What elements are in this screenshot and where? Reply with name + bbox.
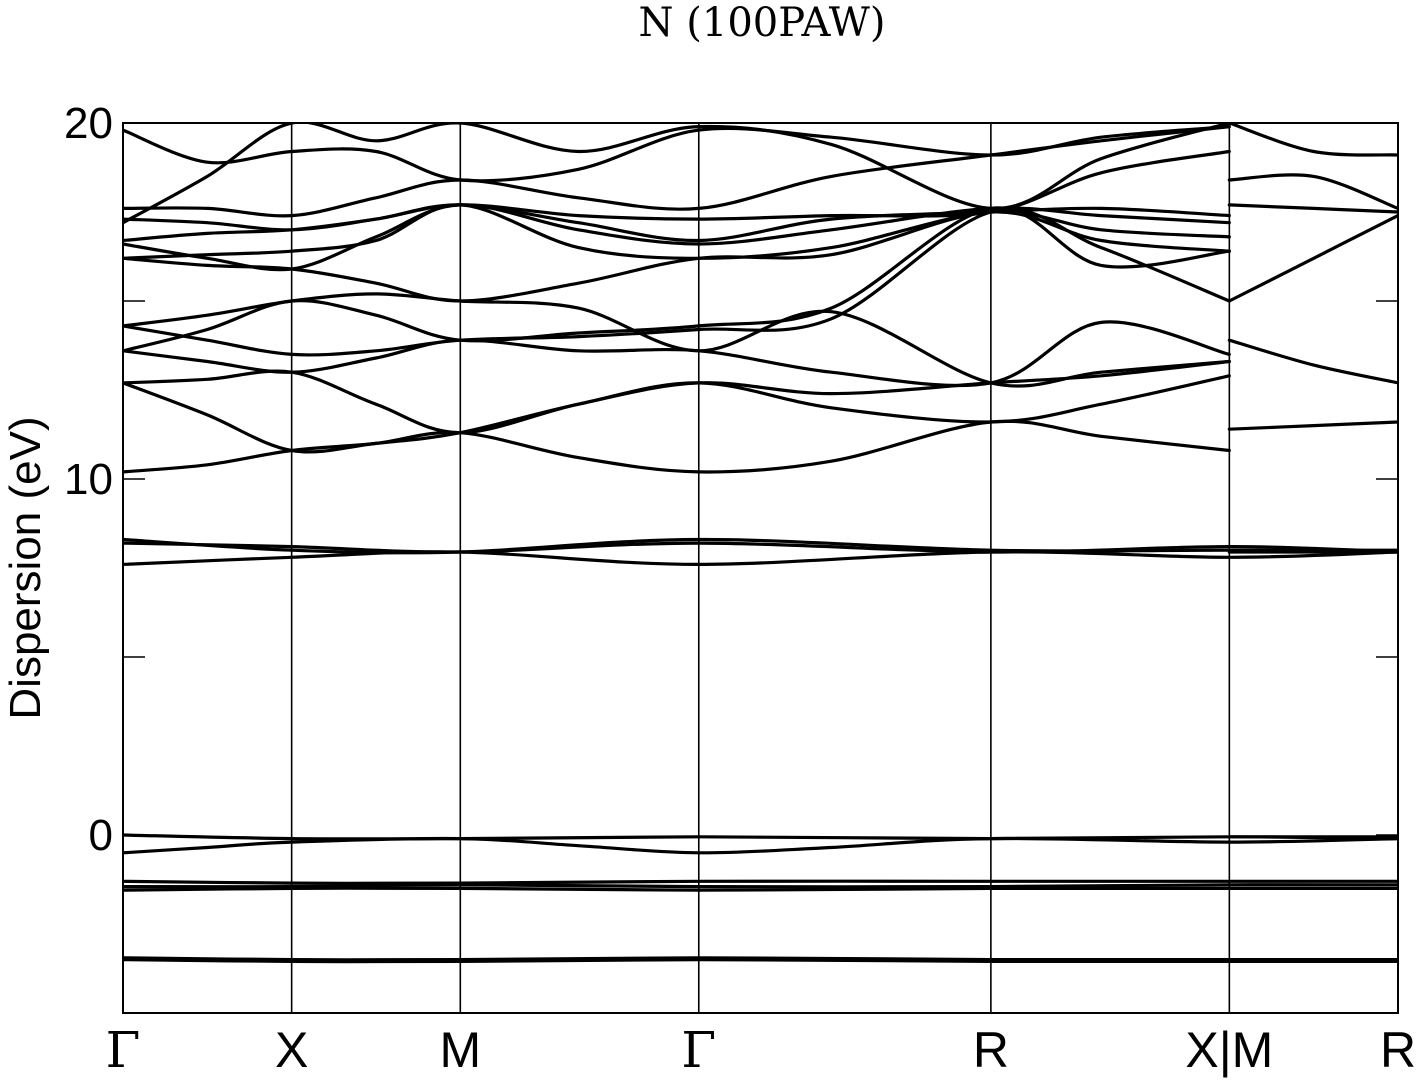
kpoint-label: R [1380,1022,1416,1078]
y-axis-ticks: 0 10 20 [64,99,1398,860]
band-line-2 [123,956,1398,962]
band-line-8 [123,550,1398,566]
band-line-28 [1227,420,1398,431]
band-line-14 [123,320,1231,388]
kpoint-label: R [973,1022,1009,1078]
band-lines [123,123,1398,964]
band-line-5 [123,886,1398,892]
band-line-25 [123,123,1231,225]
band-line-18 [123,210,1231,303]
y-tick-label: 20 [64,99,113,148]
band-line-33 [1227,123,1398,157]
band-line-30 [1227,214,1398,303]
band-line-4 [123,883,1398,889]
kpoint-divider-lines [290,123,1231,1013]
y-axis-title: Dispersion (eV) [1,416,50,719]
band-line-31 [1227,203,1398,214]
band-line-32 [1227,173,1398,210]
band-line-24 [123,125,1231,183]
y-tick-label: 10 [64,455,113,504]
band-line-11 [123,419,1231,474]
kpoint-label: M [439,1022,481,1078]
kpoint-label: Γ [681,1021,716,1079]
chart-title: N (100PAW) [639,0,886,46]
band-line-12 [123,374,1231,454]
kpoint-label: Γ [106,1021,141,1079]
band-line-1 [123,958,1398,964]
kpoint-labels: Γ X M Γ R X|M R [106,1021,1416,1079]
band-line-22 [123,149,1231,232]
y-tick-label: 0 [89,811,113,860]
band-line-6 [123,836,1398,855]
band-line-17 [123,292,1231,388]
band-line-3 [123,879,1398,885]
kpoint-label: X [275,1022,308,1078]
plot-frame [122,122,1399,1014]
kpoint-label: X|M [1185,1022,1273,1078]
band-line-7 [123,833,1398,841]
band-line-23 [123,125,1231,218]
band-line-29 [1227,338,1398,385]
band-line-19 [123,203,1231,260]
band-line-9 [123,541,1398,554]
